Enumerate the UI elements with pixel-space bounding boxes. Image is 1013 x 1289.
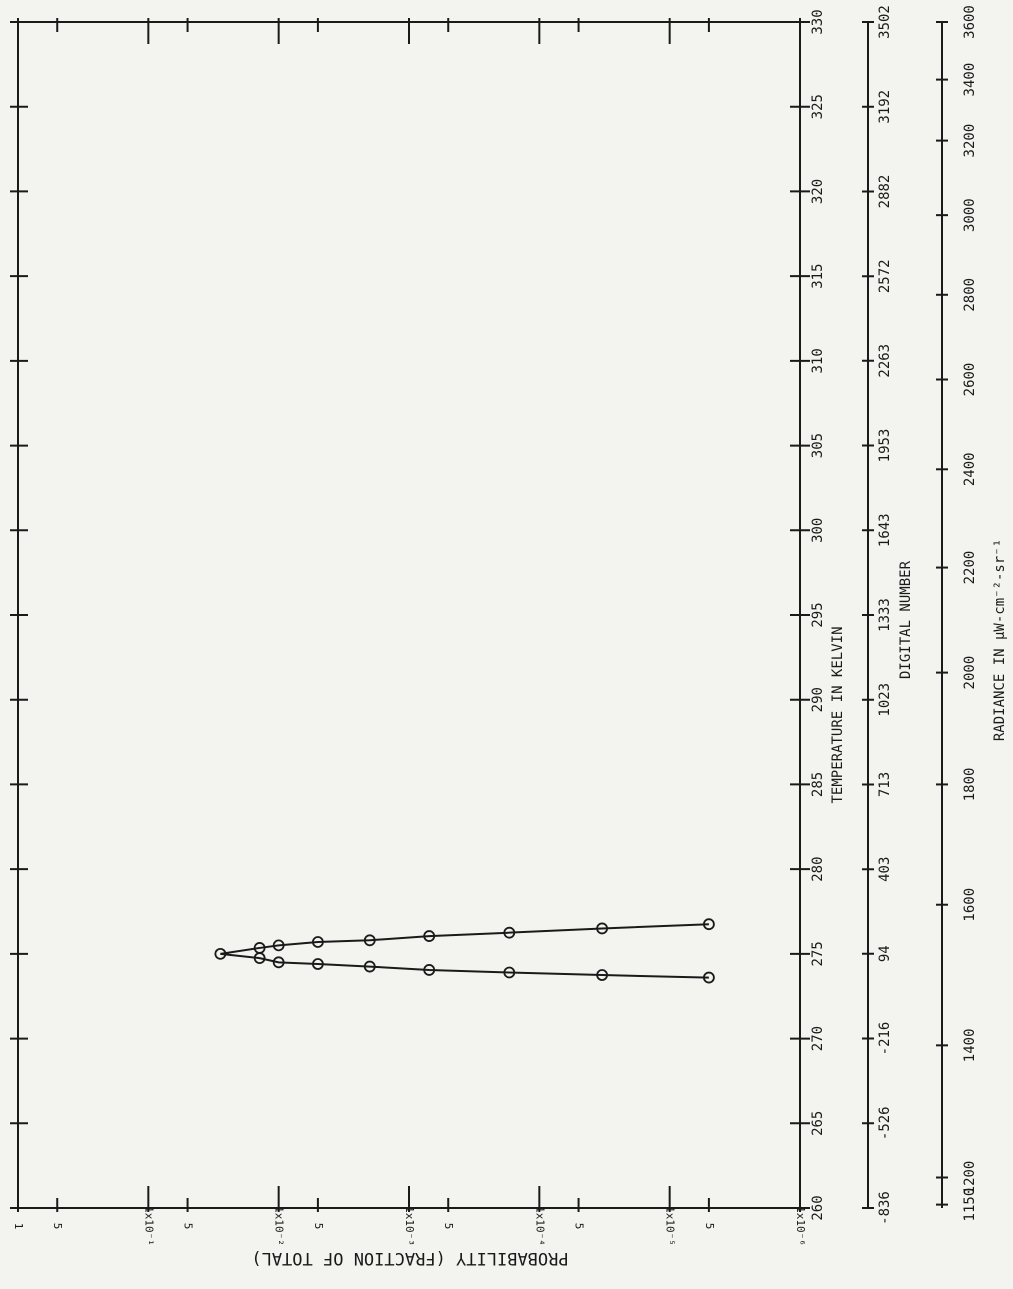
- x3-tick-label: 2200: [962, 551, 978, 585]
- x3-tick-label: 2600: [962, 363, 978, 397]
- x-tick-label: 320: [810, 179, 826, 204]
- data-point: [503, 966, 516, 979]
- digital-axis-title: DIGITAL NUMBER: [898, 560, 914, 679]
- x-tick-label: 300: [810, 518, 826, 543]
- x3-tick-label: 2800: [962, 278, 978, 312]
- x-tick-label: 310: [810, 348, 826, 373]
- x-tick-label: 260: [810, 1195, 826, 1220]
- x2-tick-label: 2572: [877, 259, 893, 293]
- data-point: [596, 922, 608, 935]
- data-point: [312, 958, 324, 970]
- y-tick-label: 5: [442, 1223, 455, 1230]
- data-line: [220, 923, 709, 979]
- x3-tick-label: 3400: [962, 63, 978, 97]
- data-point: [253, 942, 266, 954]
- x2-tick-label: 94: [877, 945, 893, 962]
- x3-tick-label: 3600: [962, 5, 978, 39]
- y-tick-label: 5: [703, 1223, 716, 1230]
- data-point: [272, 956, 285, 969]
- data-point: [214, 947, 227, 960]
- x2-tick-label: 3192: [877, 90, 893, 124]
- x3-tick-label: 3000: [962, 198, 978, 232]
- data-point: [363, 960, 376, 973]
- x3-tick-label: 1200: [962, 1161, 978, 1195]
- x2-tick-label: -526: [877, 1106, 893, 1140]
- x2-tick-label: 2263: [877, 344, 893, 378]
- data-point: [312, 936, 324, 948]
- y-tick-label: 5: [182, 1223, 195, 1230]
- data-point: [272, 939, 285, 952]
- x-tick-label: 290: [810, 687, 826, 712]
- y-tick-label: 1x10⁻⁵: [664, 1206, 677, 1246]
- x2-tick-label: 1333: [877, 598, 893, 632]
- x-tick-label: 330: [810, 9, 826, 34]
- x3-tick-label: 1150: [962, 1188, 978, 1222]
- radiance-axis-title: RADIANCE IN μW-cm⁻²-sr⁻¹: [992, 539, 1008, 741]
- x3-tick-label: 2400: [962, 452, 978, 486]
- x3-tick-label: 2000: [962, 656, 978, 690]
- x-tick-label: 305: [810, 433, 826, 458]
- y-axis-title: PROBABILITY (FRACTION OF TOTAL): [251, 1248, 568, 1268]
- y-tick-label: 5: [312, 1223, 325, 1230]
- y-tick-label: 1x10⁻³: [403, 1206, 416, 1246]
- data-point: [703, 918, 715, 931]
- x2-tick-label: 1953: [877, 429, 893, 463]
- x2-tick-label: 1023: [877, 683, 893, 717]
- y-tick-label: 1x10⁻²: [273, 1206, 286, 1246]
- y-tick-label: 1x10⁻⁴: [533, 1206, 546, 1246]
- data-point: [503, 926, 516, 939]
- data-point: [423, 930, 436, 942]
- y-tick-label: 5: [51, 1223, 64, 1230]
- y-tick-label: 1x10⁻¹: [142, 1206, 155, 1246]
- y-tick-label: 1x10⁻⁶: [794, 1206, 807, 1246]
- x2-tick-label: 1643: [877, 513, 893, 547]
- x-axis-title: TEMPERATURE IN KELVIN: [830, 626, 846, 803]
- x-tick-label: 270: [810, 1026, 826, 1051]
- data-point: [703, 971, 715, 984]
- x2-tick-label: -836: [877, 1191, 893, 1225]
- data-point: [596, 969, 608, 981]
- x-tick-label: 280: [810, 856, 826, 881]
- x-tick-label: 285: [810, 772, 826, 797]
- x-tick-label: 265: [810, 1111, 826, 1136]
- x-tick-label: 315: [810, 263, 826, 288]
- y-tick-label: 1: [12, 1223, 25, 1230]
- x3-tick-label: 1800: [962, 768, 978, 802]
- x2-tick-label: 713: [877, 772, 893, 797]
- x-tick-label: 275: [810, 941, 826, 966]
- x3-tick-label: 3200: [962, 124, 978, 158]
- x3-tick-label: 1400: [962, 1028, 978, 1062]
- data-point: [423, 964, 436, 976]
- x2-tick-label: 2882: [877, 175, 893, 209]
- x2-tick-label: 3502: [877, 5, 893, 39]
- data-point: [363, 934, 376, 947]
- x2-tick-label: -216: [877, 1022, 893, 1056]
- y-tick-label: 5: [573, 1223, 586, 1230]
- x-tick-label: 295: [810, 602, 826, 627]
- x3-tick-label: 1600: [962, 888, 978, 922]
- x2-tick-label: 403: [877, 857, 893, 882]
- x-tick-label: 325: [810, 94, 826, 119]
